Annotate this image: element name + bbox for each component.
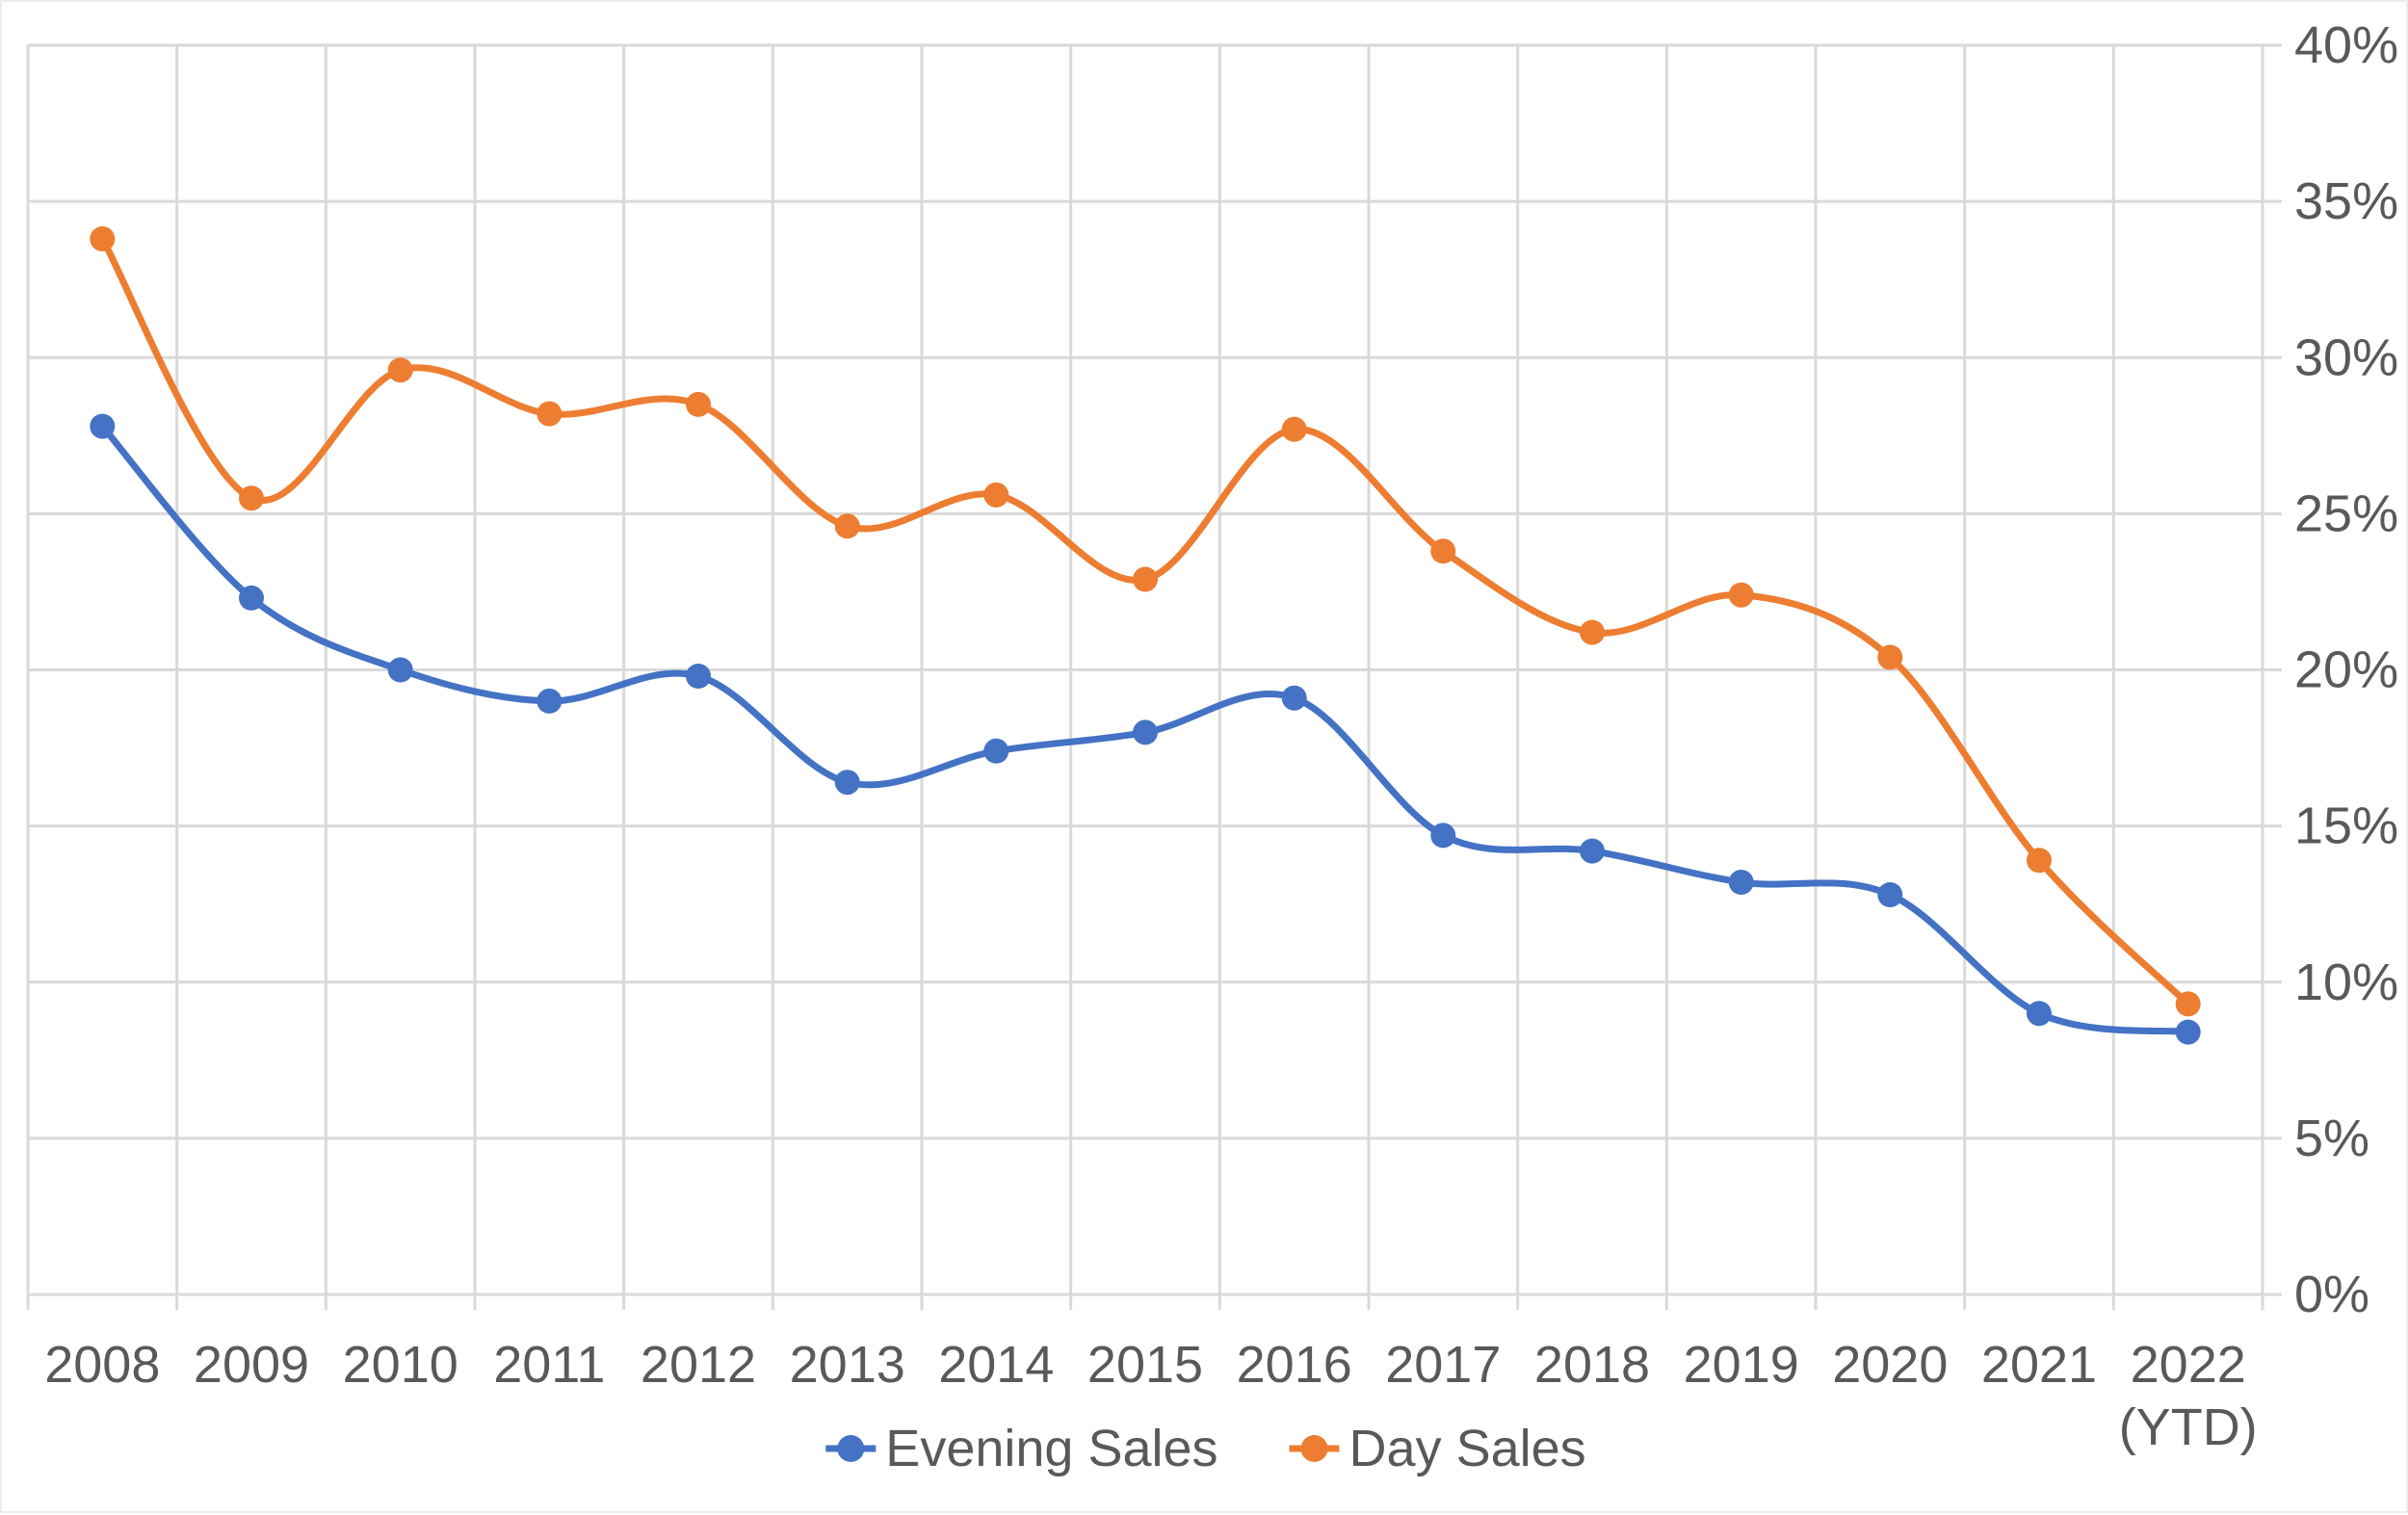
y-axis-label: 30% xyxy=(2294,328,2398,386)
x-axis-label: 2011 xyxy=(493,1336,605,1394)
x-axis-label: 2017 xyxy=(1385,1336,1501,1394)
y-axis-label: 5% xyxy=(2294,1110,2369,1167)
x-axis-label: 2018 xyxy=(1534,1336,1650,1394)
data-point-day-sales-2018[interactable] xyxy=(1580,619,1605,645)
data-point-day-sales-2016[interactable] xyxy=(1281,416,1307,442)
y-axis-label: 0% xyxy=(2294,1266,2369,1323)
y-axis-label: 35% xyxy=(2294,172,2398,230)
y-axis-labels: 0% 5% 10% 15% 20% 25% 30% 35% 40% xyxy=(2294,16,2398,1323)
x-axis-label: 2010 xyxy=(343,1336,458,1394)
data-point-day-sales-2022[interactable] xyxy=(2175,991,2201,1017)
data-point-evening-sales-2019[interactable] xyxy=(1728,870,1754,895)
data-point-day-sales-2012[interactable] xyxy=(686,391,711,417)
y-axis-label: 10% xyxy=(2294,953,2398,1011)
data-point-evening-sales-2020[interactable] xyxy=(1877,882,1903,907)
data-point-day-sales-2015[interactable] xyxy=(1133,566,1158,592)
legend-label-evening-sales: Evening Sales xyxy=(885,1420,1217,1477)
data-point-evening-sales-2010[interactable] xyxy=(387,657,413,683)
x-axis-label: 2016 xyxy=(1237,1336,1352,1394)
legend-item-day-sales[interactable]: Day Sales xyxy=(1289,1420,1586,1477)
x-axis-labels: 2008 2009 2010 2011 2012 2013 2014 2015 2016 2017… xyxy=(44,1336,2257,1456)
data-point-evening-sales-2013[interactable] xyxy=(834,770,860,796)
data-point-evening-sales-2008[interactable] xyxy=(90,413,116,439)
data-point-evening-sales-2016[interactable] xyxy=(1281,685,1307,711)
x-axis-label: 2009 xyxy=(194,1336,309,1394)
data-point-evening-sales-2011[interactable] xyxy=(537,688,563,714)
data-point-day-sales-2011[interactable] xyxy=(537,401,563,427)
y-axis-label: 40% xyxy=(2294,16,2398,74)
data-point-day-sales-2019[interactable] xyxy=(1728,582,1754,608)
data-point-day-sales-2013[interactable] xyxy=(834,513,860,539)
legend-marker-dot-evening-sales xyxy=(837,1435,865,1462)
data-point-evening-sales-2021[interactable] xyxy=(2027,1001,2052,1027)
data-point-evening-sales-2012[interactable] xyxy=(686,664,711,689)
x-axis-label: 2019 xyxy=(1684,1336,1799,1394)
legend-item-evening-sales[interactable]: Evening Sales xyxy=(825,1420,1218,1477)
data-point-evening-sales-2015[interactable] xyxy=(1133,719,1158,745)
y-axis-label: 25% xyxy=(2294,484,2398,542)
x-axis-label: 2021 xyxy=(1981,1336,2097,1394)
series-evening-sales xyxy=(90,413,2201,1045)
data-point-evening-sales-2009[interactable] xyxy=(239,585,264,611)
legend: Evening Sales Day Sales xyxy=(825,1420,1586,1477)
x-axis-label: 2022 xyxy=(2131,1336,2246,1394)
x-axis-label-ytd: (YTD) xyxy=(2119,1398,2258,1456)
series-day-sales xyxy=(90,226,2201,1017)
data-point-day-sales-2009[interactable] xyxy=(239,485,264,511)
data-point-evening-sales-2018[interactable] xyxy=(1580,838,1605,864)
data-point-day-sales-2010[interactable] xyxy=(387,357,413,383)
data-point-day-sales-2020[interactable] xyxy=(1877,644,1903,670)
data-point-day-sales-2008[interactable] xyxy=(90,226,116,251)
legend-marker-dot-day-sales xyxy=(1300,1435,1328,1462)
x-axis-label: 2014 xyxy=(938,1336,1054,1394)
x-axis-label: 2008 xyxy=(44,1336,160,1394)
data-point-evening-sales-2017[interactable] xyxy=(1430,823,1456,849)
legend-label-day-sales: Day Sales xyxy=(1349,1420,1586,1477)
data-point-day-sales-2017[interactable] xyxy=(1430,538,1456,564)
data-point-evening-sales-2014[interactable] xyxy=(983,738,1009,764)
data-point-evening-sales-2022[interactable] xyxy=(2175,1019,2201,1045)
data-point-day-sales-2021[interactable] xyxy=(2027,848,2052,874)
y-axis-label: 20% xyxy=(2294,641,2398,699)
y-axis-label: 15% xyxy=(2294,797,2398,855)
gridlines xyxy=(26,43,2282,1310)
x-axis-label: 2020 xyxy=(1832,1336,1948,1394)
x-axis-label: 2013 xyxy=(790,1336,905,1394)
data-point-day-sales-2014[interactable] xyxy=(983,482,1009,508)
x-axis-label: 2012 xyxy=(641,1336,756,1394)
x-axis-label: 2015 xyxy=(1087,1336,1203,1394)
